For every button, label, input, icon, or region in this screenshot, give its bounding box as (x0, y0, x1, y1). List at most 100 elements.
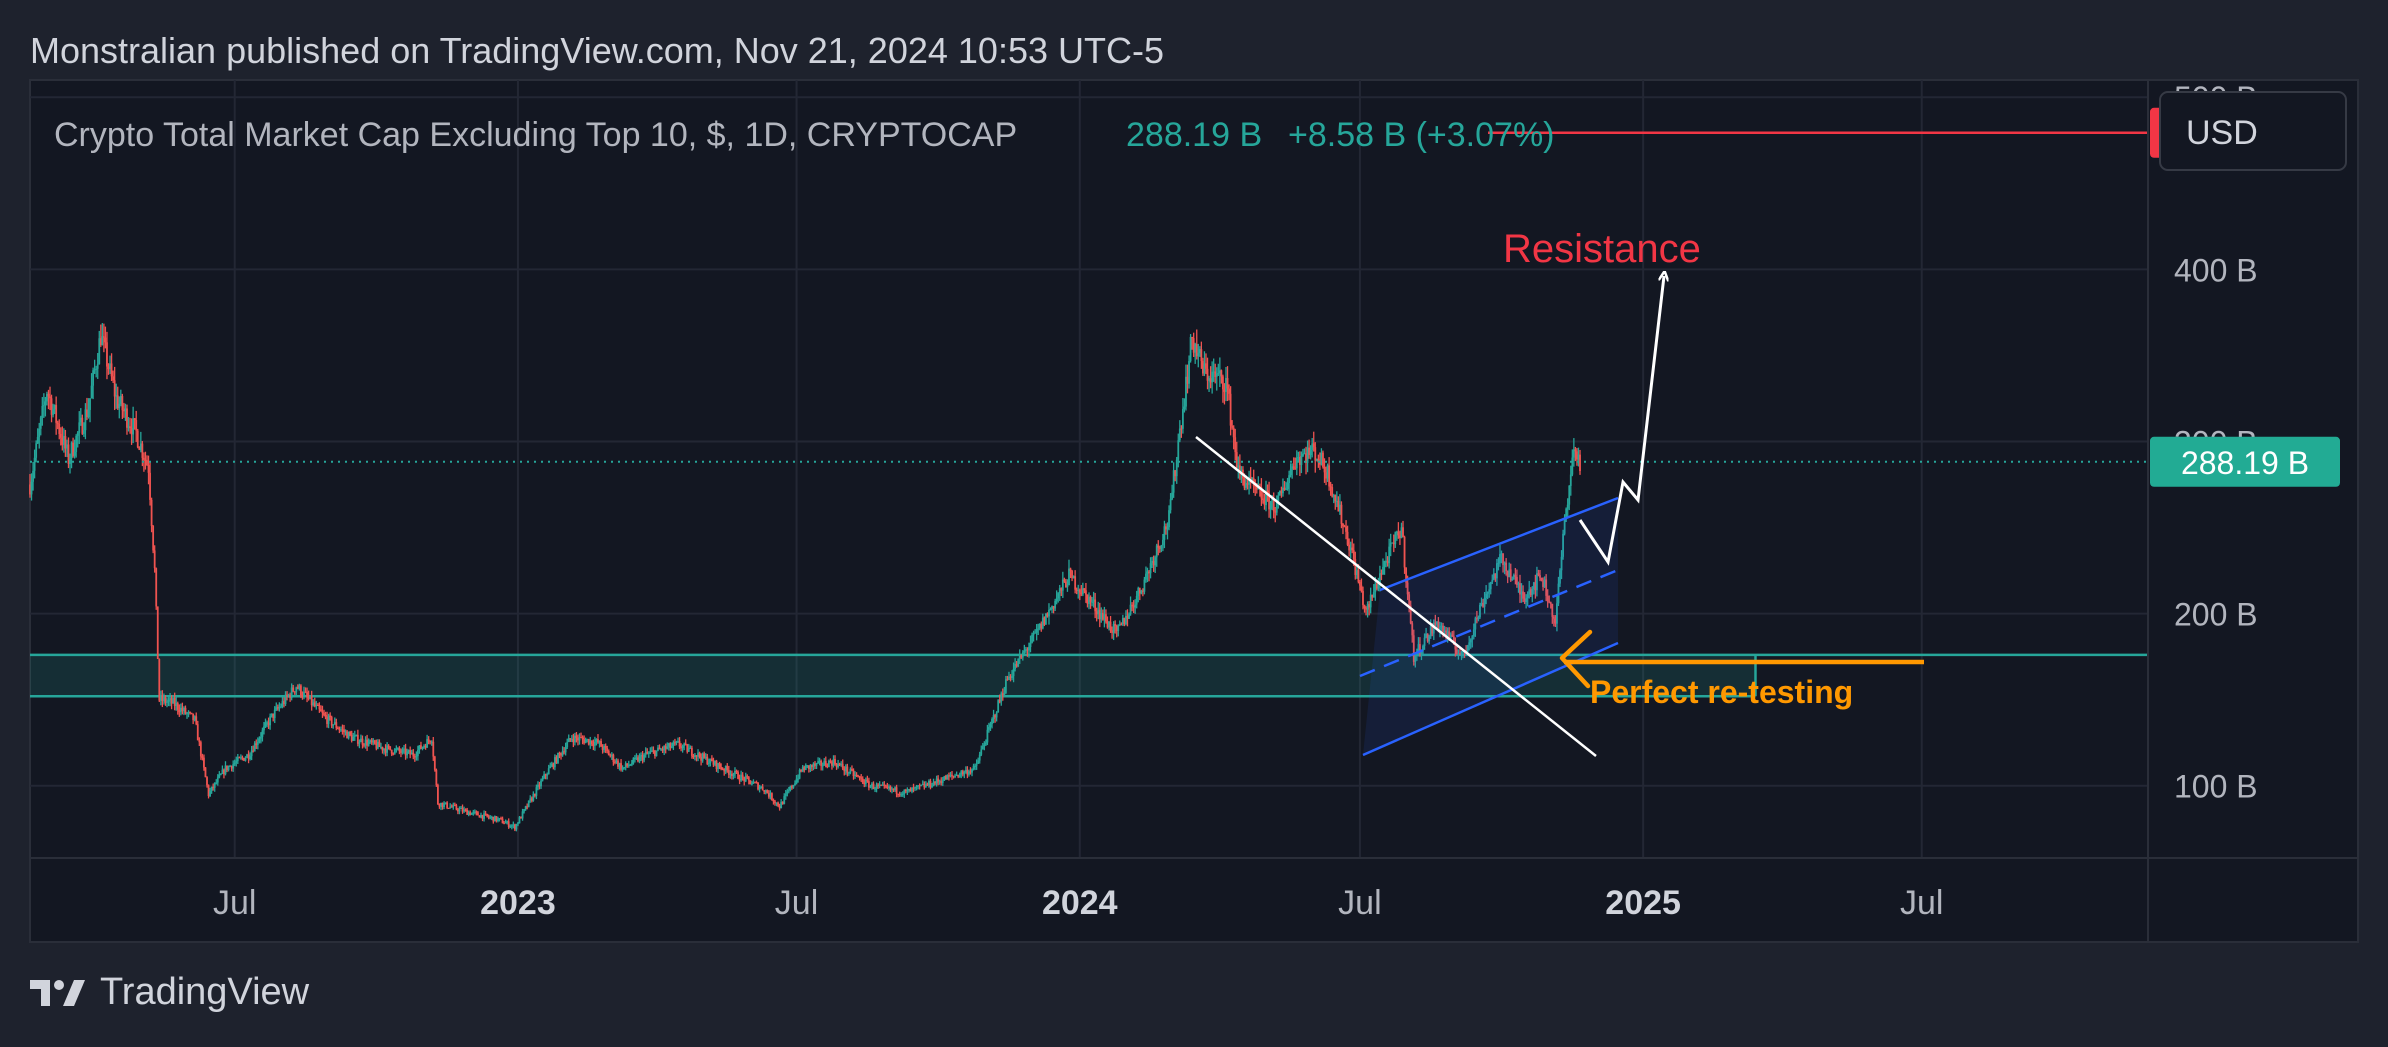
candle-body (578, 737, 581, 741)
candle (569, 738, 572, 742)
candle-body (199, 742, 202, 757)
candle-body (891, 788, 893, 790)
candle (1112, 621, 1115, 641)
candle (929, 778, 932, 790)
candle-body (726, 765, 729, 771)
candle (460, 806, 462, 809)
candle-body (1545, 579, 1548, 596)
brand[interactable]: TradingView (30, 968, 309, 1016)
candle (647, 751, 650, 758)
candle (1492, 568, 1495, 581)
candle-body (1362, 591, 1364, 606)
candle-body (1117, 625, 1120, 631)
candle-body (1191, 336, 1194, 339)
candle (1542, 577, 1544, 591)
candle-body (355, 734, 358, 736)
candle (980, 745, 983, 757)
candle-body (1223, 389, 1226, 392)
candle-body (923, 784, 926, 788)
candle (689, 745, 692, 749)
candle (863, 779, 866, 788)
candle-body (510, 825, 513, 827)
candle (526, 803, 529, 810)
candle-body (144, 459, 147, 461)
candle-body (333, 722, 336, 725)
candle (780, 799, 783, 809)
candle-body (587, 739, 590, 745)
candle-body (392, 753, 395, 755)
candle-body (1035, 629, 1038, 633)
candle (326, 711, 328, 728)
candle-body (575, 735, 578, 739)
candle-body (1300, 456, 1303, 465)
candle (420, 741, 422, 750)
candle-body (1494, 573, 1497, 579)
candle-body (346, 731, 348, 739)
candle-body (1325, 472, 1327, 479)
candle-body (429, 740, 432, 743)
candle (421, 746, 424, 751)
candle-body (609, 755, 612, 757)
candle (1497, 557, 1500, 571)
candle-body (807, 765, 810, 769)
candle-body (1263, 500, 1266, 506)
candle (707, 758, 710, 767)
candle (818, 757, 821, 766)
candle-body (432, 741, 435, 757)
candle (963, 770, 966, 779)
candle (734, 767, 736, 779)
candle-body (30, 481, 33, 495)
x-tick-label: Jul (1338, 884, 1381, 922)
candle-body (267, 722, 270, 726)
candle-body (1449, 634, 1452, 639)
candle-body (313, 702, 316, 707)
candle (507, 818, 510, 829)
candle-body (747, 777, 750, 781)
candle (250, 745, 253, 761)
candle (232, 760, 235, 772)
candle (1046, 612, 1049, 618)
candle (1477, 615, 1480, 622)
candle-body (458, 808, 461, 812)
candle-body (1215, 373, 1218, 377)
candle (891, 786, 893, 794)
candle (1292, 457, 1295, 470)
candle (603, 744, 606, 753)
candle (935, 775, 938, 787)
candle-body (1151, 560, 1154, 564)
candle-body (490, 816, 493, 818)
candle-body (1246, 483, 1249, 485)
candle (524, 805, 527, 811)
candle-body (831, 762, 833, 766)
candle-body (989, 724, 992, 728)
candle (1426, 633, 1429, 643)
candle-body (751, 783, 753, 785)
candle-body (1197, 353, 1200, 357)
candle (450, 804, 453, 808)
candle-body (1423, 637, 1426, 646)
candle (641, 750, 644, 764)
candle (1248, 470, 1250, 495)
candle (1482, 598, 1484, 608)
candle (544, 773, 547, 780)
candle-body (430, 741, 433, 743)
candle-body (581, 737, 584, 740)
candle (826, 763, 829, 769)
candle (1192, 332, 1195, 357)
candle (1303, 448, 1306, 455)
candle-body (909, 789, 912, 792)
candle (104, 326, 107, 349)
candle (102, 323, 105, 353)
candle-body (270, 713, 273, 717)
candle (269, 713, 272, 730)
candle (1392, 534, 1395, 553)
candle-body (1569, 474, 1572, 486)
candle-body (912, 787, 915, 789)
currency-button[interactable] (2159, 91, 2347, 171)
candle-body (1031, 634, 1033, 643)
candle (206, 776, 208, 788)
brand-text: TradingView (100, 970, 310, 1013)
candle-body (694, 755, 696, 757)
candle (660, 747, 662, 752)
